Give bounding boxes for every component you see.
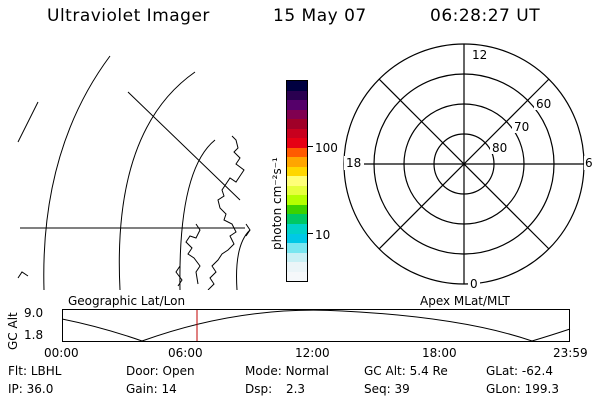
info-dsp: Dsp: 2.3 <box>245 382 306 396</box>
colorbar-segment <box>287 109 307 120</box>
geographic-map <box>17 55 251 290</box>
geo-lat-arc-1 <box>17 101 39 143</box>
colorbar-tick-100: 100 <box>315 141 338 155</box>
coastline-small <box>17 271 29 279</box>
colorbar-segment <box>287 147 307 158</box>
colorbar-unit-label: photon cm⁻²s⁻¹ <box>270 157 284 250</box>
geo-lat-arc-4 <box>179 139 216 290</box>
xtick-1800: 18:00 <box>422 346 457 360</box>
geographic-label: Geographic Lat/Lon <box>68 294 186 308</box>
colorbar-segment <box>287 204 307 215</box>
info-flt: Flt: LBHL <box>8 364 62 378</box>
geo-lon-line-2 <box>127 91 241 201</box>
mlt-label-6: 6 <box>585 156 593 170</box>
apex-label: Apex MLat/MLT <box>420 294 510 308</box>
colorbar-segment <box>287 100 307 110</box>
altitude-ytick-max: 9.0 <box>24 306 44 320</box>
colorbar-segment <box>287 166 307 177</box>
colorbar-segment <box>287 252 307 263</box>
mlt-label-0: 0 <box>470 277 478 290</box>
geo-lat-arc-5 <box>236 229 251 290</box>
lat-label-60: 60 <box>536 97 551 111</box>
colorbar-segment <box>287 128 307 139</box>
altitude-plot <box>62 309 571 342</box>
info-seq: Seq: 39 <box>364 382 410 396</box>
colorbar-segment <box>287 271 307 282</box>
colorbar-segment <box>287 90 307 101</box>
colorbar-segment <box>287 81 307 91</box>
geo-lat-arc-3 <box>118 71 196 290</box>
info-glon: GLon: 199.3 <box>486 382 559 396</box>
mlt-label-18: 18 <box>346 156 361 170</box>
colorbar-segment <box>287 176 307 186</box>
colorbar-segment <box>287 243 307 253</box>
altitude-ylabel: GC Alt <box>6 312 20 350</box>
lat-label-80: 80 <box>492 141 507 155</box>
polar-plot: 12 0 18 6 60 70 80 <box>343 43 598 290</box>
time-label: 06:28:27 UT <box>430 6 541 26</box>
lat-label-70: 70 <box>514 120 529 134</box>
colorbar-segment <box>287 214 307 224</box>
altitude-ytick-min: 1.8 <box>24 328 44 342</box>
mlt-label-12: 12 <box>472 48 487 62</box>
colorbar-segment <box>287 185 307 196</box>
geo-lat-arc-2 <box>43 55 111 290</box>
colorbar-segment <box>287 233 307 244</box>
info-gc-alt: GC Alt: 5.4 Re <box>364 364 448 378</box>
info-gain: Gain: 14 <box>126 382 177 396</box>
coastline <box>175 135 251 290</box>
colorbar-segment <box>287 157 307 167</box>
xtick-0600: 06:00 <box>168 346 203 360</box>
colorbar-tick-10: 10 <box>315 228 331 242</box>
colorbar-segment <box>287 262 307 272</box>
colorbar-segment <box>287 195 307 205</box>
colorbar-segment <box>287 119 307 129</box>
polar-diag-2 <box>378 78 550 250</box>
info-door: Door: Open <box>126 364 195 378</box>
info-glat: GLat: -62.4 <box>486 364 553 378</box>
color-scale-bar <box>286 80 308 282</box>
altitude-frame <box>62 309 570 342</box>
colorbar-segment <box>287 223 307 234</box>
xtick-1200: 12:00 <box>295 346 330 360</box>
instrument-title: Ultraviolet Imager <box>47 6 210 26</box>
colorbar-segment <box>287 138 307 148</box>
info-ip: IP: 36.0 <box>8 382 54 396</box>
altitude-curve <box>62 309 571 342</box>
date-label: 15 May 07 <box>273 6 367 26</box>
xtick-2359: 23:59 <box>553 346 588 360</box>
xtick-0000: 00:00 <box>44 346 79 360</box>
info-mode: Mode: Normal <box>245 364 329 378</box>
color-scale-ticks <box>308 80 314 280</box>
